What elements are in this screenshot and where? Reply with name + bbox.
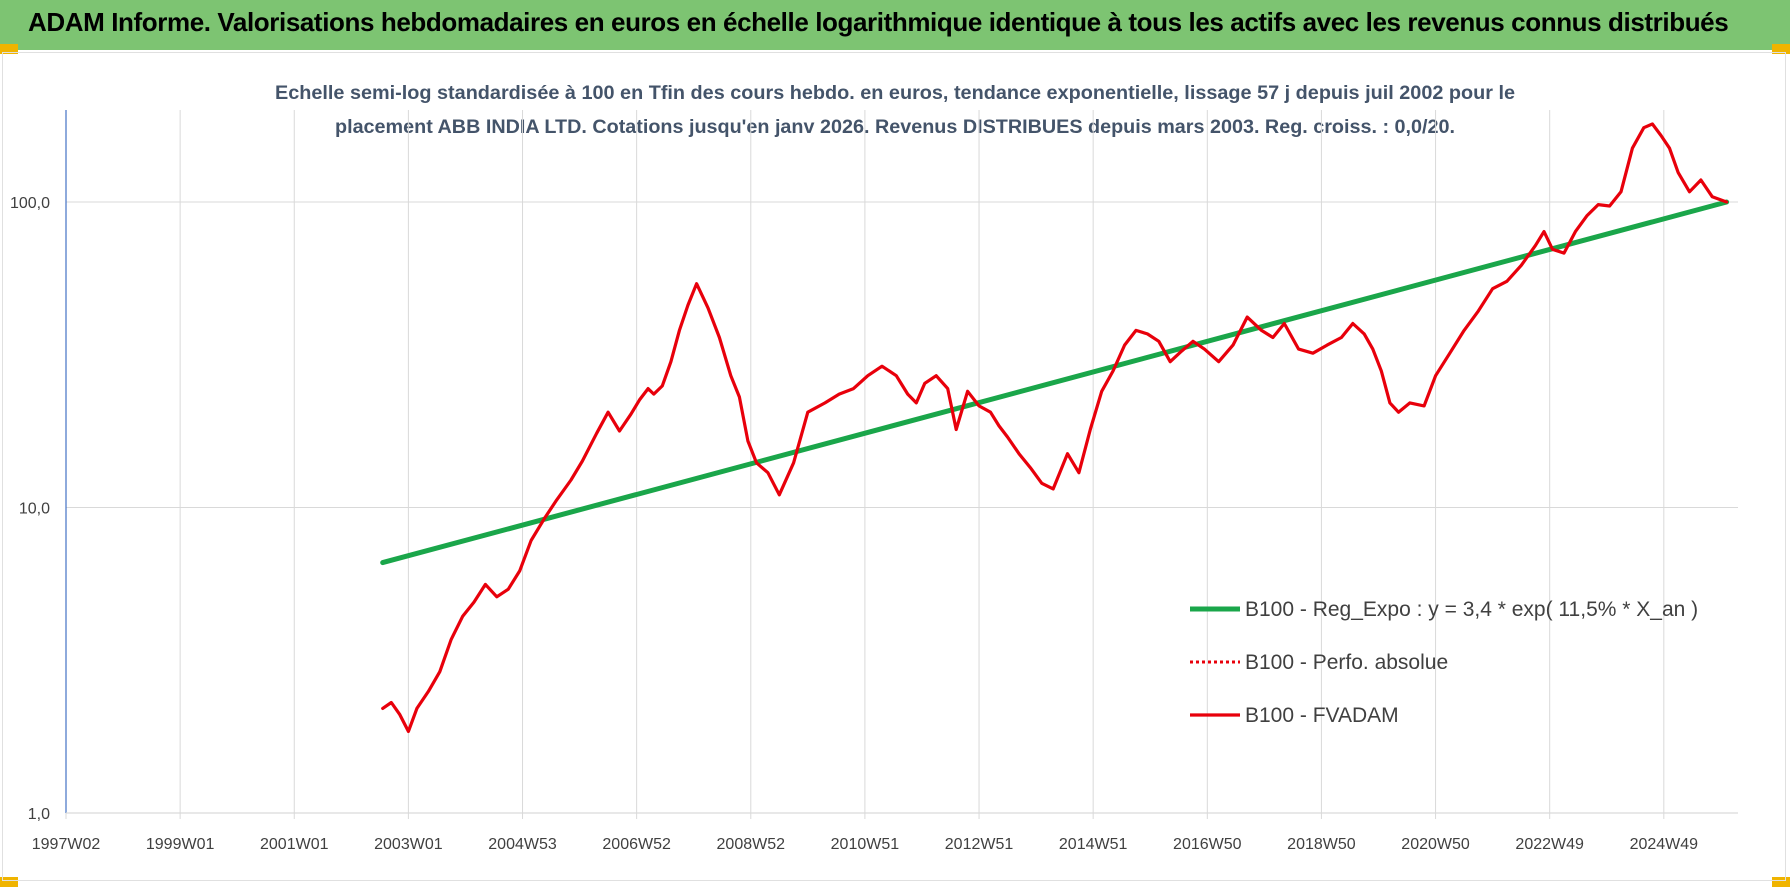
x-tick-label: 2024W49 [1630, 836, 1699, 853]
corner-mark-bottom-left [0, 877, 18, 887]
legend-label-3: B100 - FVADAM [1245, 704, 1399, 727]
header-bar: ADAM Informe. Valorisations hebdomadaire… [0, 0, 1790, 50]
series-line-3 [381, 122, 1729, 734]
x-tick-label: 2020W50 [1401, 836, 1470, 853]
page-title: ADAM Informe. Valorisations hebdomadaire… [28, 7, 1729, 37]
x-tick-label: 2004W53 [488, 836, 557, 853]
corner-mark-right [1772, 44, 1790, 54]
x-tick-label: 2018W50 [1287, 836, 1356, 853]
y-tick-label: 1,0 [28, 806, 50, 823]
corner-mark-bottom-right [1772, 877, 1790, 887]
x-tick-label: 2003W01 [374, 836, 443, 853]
x-tick-label: 1997W02 [32, 836, 101, 853]
series-line-1 [380, 199, 1730, 566]
y-tick-label: 100,0 [10, 195, 50, 212]
y-tick-label: 10,0 [19, 500, 50, 517]
x-tick-label: 2012W51 [945, 836, 1014, 853]
x-tick-label: 2014W51 [1059, 836, 1128, 853]
legend-label-1: B100 - Reg_Expo : y = 3,4 * exp( 11,5% *… [1245, 598, 1698, 621]
axes: 1997W02 1999W01 2001W01 2003W01 2004W53 2006W… [10, 110, 1738, 853]
corner-mark-left [0, 44, 18, 54]
chart-title-line1: Echelle semi-log standardisée à 100 en T… [275, 83, 1515, 104]
x-tick-label: 2008W52 [717, 836, 786, 853]
chart-frame [2, 52, 1786, 881]
x-tick-label: 1999W01 [146, 836, 215, 853]
grid [65, 110, 1738, 814]
x-tick-label: 2010W51 [831, 836, 900, 853]
x-tick-label: 2022W49 [1515, 836, 1584, 853]
legend: B100 - Reg_Expo : y = 3,4 * exp( 11,5% *… [1190, 598, 1698, 727]
x-tick-label: 2001W01 [260, 836, 329, 853]
legend-label-2: B100 - Perfo. absolue [1245, 651, 1448, 674]
x-tick-label: 2016W50 [1173, 836, 1242, 853]
x-tick-label: 2006W52 [602, 836, 671, 853]
chart-title-line2: placement ABB INDIA LTD. Cotations jusqu… [335, 117, 1455, 138]
series-group [380, 122, 1730, 734]
